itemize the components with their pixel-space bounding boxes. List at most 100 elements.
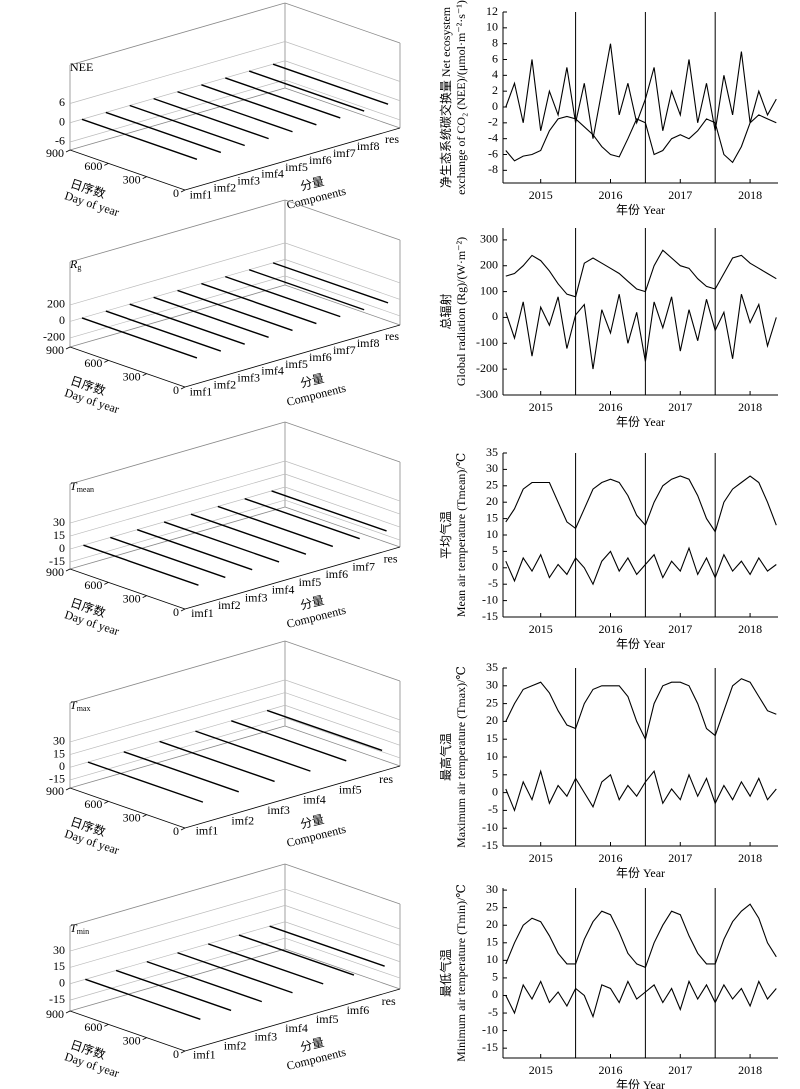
component-label: imf8 <box>357 139 380 153</box>
series-line <box>505 114 777 164</box>
z-tick-label: 0 <box>59 114 65 128</box>
y-tick-label: 0 <box>492 784 498 798</box>
y-tick-label: 5 <box>492 543 498 557</box>
grid-line <box>69 679 401 743</box>
panel-title-main: R <box>69 257 78 271</box>
y-tick-label: 2 <box>492 83 498 97</box>
day-tick-label: 600 <box>84 159 102 173</box>
y-axis-label: Maximum air temperature (Tmax)/℃ <box>454 666 468 848</box>
y-tick-label: 5 <box>492 767 498 781</box>
series-line <box>505 249 777 298</box>
component-trace <box>225 77 341 119</box>
y-tick-label: -15 <box>482 609 498 623</box>
box-edge <box>284 725 401 767</box>
component-label: imf4 <box>261 364 284 378</box>
component-label: res <box>385 329 399 343</box>
box-edge <box>284 2 401 44</box>
box-edge <box>284 284 401 326</box>
x-axis-label: 年份 Year <box>616 866 665 880</box>
box-edge <box>69 640 286 704</box>
box-edge <box>184 127 401 191</box>
box-edge <box>69 948 286 1012</box>
x-tick-label: 2017 <box>668 188 692 202</box>
box-edge <box>284 948 401 990</box>
box-edge <box>284 87 401 129</box>
grid-line <box>69 692 401 755</box>
y-tick-label: -200 <box>476 361 498 375</box>
grid-line <box>69 259 401 322</box>
z-tick-label: 30 <box>53 943 65 957</box>
component-label: imf5 <box>299 575 322 589</box>
y-tick-label: -15 <box>482 1040 498 1054</box>
component-label: imf2 <box>213 377 236 391</box>
y-tick-label: 15 <box>486 510 498 524</box>
series-line <box>505 903 777 969</box>
x-tick-label: 2018 <box>738 622 762 636</box>
grid-line <box>69 905 401 968</box>
component-label: imf6 <box>309 350 332 364</box>
day-tick-label: 600 <box>84 1020 102 1034</box>
box-edge <box>69 149 186 191</box>
day-tick-label: 0 <box>173 605 179 619</box>
x-axis-label: 年份 Year <box>616 203 665 217</box>
component-label: imf1 <box>196 824 219 838</box>
component-trace <box>81 317 198 359</box>
y-tick-label: 20 <box>486 713 498 727</box>
y-axis-label: 最低气温 <box>438 949 453 997</box>
component-label: imf2 <box>218 598 241 612</box>
component-trace <box>248 269 365 311</box>
z-tick-label: 30 <box>53 515 65 529</box>
component-trace <box>153 296 269 338</box>
x-axis-label: 年份 Year <box>616 637 665 651</box>
box-edge <box>69 199 286 263</box>
panel-title: Tmax <box>70 698 90 713</box>
box-edge <box>69 284 286 348</box>
panel-title-main: NEE <box>70 60 93 74</box>
component-trace <box>231 720 347 762</box>
grid-line <box>69 473 401 537</box>
component-label: imf3 <box>267 803 290 817</box>
component-trace <box>225 275 341 318</box>
x-tick-label: 2016 <box>598 400 622 414</box>
box-edge <box>184 765 401 829</box>
component-label: res <box>385 132 399 146</box>
component-trace <box>271 490 387 532</box>
day-tick <box>104 800 109 804</box>
component-label: imf8 <box>357 336 380 350</box>
series-line <box>505 294 777 370</box>
component-label: imf3 <box>237 174 260 188</box>
component-trace <box>195 730 311 772</box>
y-tick-label: 8 <box>492 35 498 49</box>
day-tick-label: 300 <box>123 591 141 605</box>
day-tick-label: 300 <box>123 810 141 824</box>
day-tick-label: 900 <box>46 784 64 798</box>
component-trace <box>110 536 226 579</box>
component-label: imf4 <box>303 793 326 807</box>
panel-title-main: T <box>70 921 78 935</box>
component-trace <box>177 952 293 994</box>
component-trace <box>115 969 232 1012</box>
component-label: imf1 <box>190 187 213 201</box>
component-axis-label: 分量 <box>299 371 326 390</box>
component-trace <box>129 303 245 345</box>
day-tick <box>142 373 147 377</box>
component-trace <box>177 289 293 332</box>
x-tick-label: 2018 <box>738 1063 762 1077</box>
component-trace <box>159 740 275 783</box>
day-tick <box>65 149 71 153</box>
component-axis-label: 分量 <box>299 1035 326 1054</box>
component-trace <box>105 310 222 352</box>
component-trace <box>146 960 263 1003</box>
x-tick-label: 2018 <box>738 400 762 414</box>
day-tick <box>180 189 186 193</box>
y-axis-label: Mean air temperature (Tmean)/℃ <box>454 453 468 617</box>
grid-line <box>69 242 401 306</box>
y-tick-label: -5 <box>488 802 498 816</box>
component-label: imf7 <box>333 146 356 160</box>
box-edge <box>284 640 401 682</box>
box-edge <box>184 546 401 610</box>
series-line <box>505 678 777 741</box>
component-trace <box>201 84 317 126</box>
day-tick <box>104 162 109 166</box>
